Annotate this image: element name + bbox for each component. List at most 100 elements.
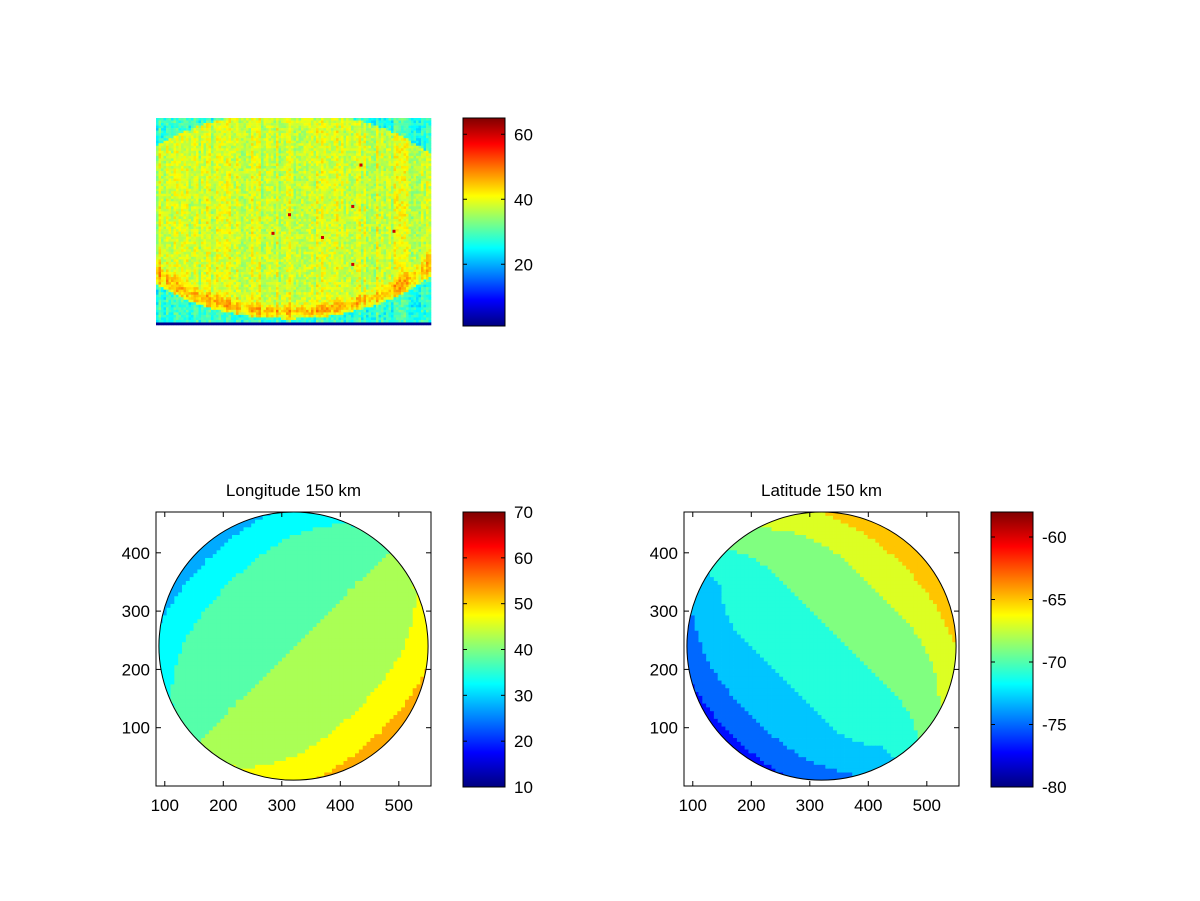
image-pixel bbox=[191, 188, 194, 192]
image-pixel bbox=[196, 183, 199, 187]
image-pixel bbox=[166, 178, 169, 182]
image-pixel bbox=[403, 198, 407, 202]
image-pixel bbox=[393, 171, 397, 174]
image-pixel bbox=[288, 143, 292, 147]
image-pixel bbox=[246, 178, 249, 182]
image-pixel bbox=[271, 168, 274, 172]
image-pixel bbox=[366, 153, 369, 157]
image-pixel bbox=[213, 196, 217, 200]
image-pixel bbox=[321, 143, 324, 147]
image-pixel bbox=[346, 165, 349, 169]
image-pixel bbox=[356, 158, 359, 162]
image-pixel bbox=[216, 203, 219, 207]
image-pixel bbox=[373, 198, 377, 202]
image-pixel bbox=[313, 165, 317, 169]
image-pixel bbox=[403, 148, 407, 152]
image-pixel bbox=[318, 208, 322, 212]
image-pixel bbox=[236, 213, 239, 217]
image-pixel bbox=[303, 140, 307, 144]
image-pixel bbox=[333, 213, 337, 217]
image-pixel bbox=[256, 163, 259, 167]
image-pixel bbox=[346, 178, 349, 182]
image-pixel bbox=[158, 231, 162, 235]
image-pixel bbox=[163, 120, 167, 124]
image-pixel bbox=[268, 118, 272, 121]
image-pixel bbox=[371, 150, 374, 154]
image-pixel bbox=[423, 160, 427, 164]
image-pixel bbox=[206, 188, 209, 192]
image-pixel bbox=[353, 216, 357, 220]
image-pixel bbox=[361, 218, 364, 222]
image-pixel bbox=[161, 118, 164, 121]
image-pixel bbox=[353, 208, 357, 212]
image-pixel bbox=[236, 148, 239, 152]
image-pixel bbox=[198, 176, 202, 179]
image-pixel bbox=[193, 135, 197, 139]
image-pixel bbox=[156, 138, 159, 142]
image-pixel bbox=[381, 150, 384, 154]
image-pixel bbox=[211, 186, 214, 189]
image-pixel bbox=[373, 143, 377, 147]
image-pixel bbox=[333, 163, 337, 167]
image-pixel bbox=[281, 188, 284, 192]
image-pixel bbox=[361, 143, 364, 147]
image-pixel bbox=[371, 218, 374, 222]
image-pixel bbox=[393, 143, 397, 147]
image-pixel bbox=[166, 140, 169, 144]
image-pixel bbox=[226, 193, 229, 197]
image-pixel bbox=[378, 140, 382, 144]
image-pixel bbox=[321, 213, 324, 217]
image-pixel bbox=[406, 196, 409, 200]
image-pixel bbox=[391, 193, 394, 197]
image-pixel bbox=[206, 203, 209, 207]
image-pixel bbox=[168, 183, 172, 187]
image-pixel bbox=[168, 181, 172, 184]
image-pixel bbox=[276, 201, 279, 205]
image-pixel bbox=[391, 216, 394, 220]
image-pixel bbox=[341, 140, 344, 144]
image-pixel bbox=[203, 158, 207, 162]
image-pixel bbox=[158, 216, 162, 220]
image-pixel bbox=[173, 218, 177, 222]
image-pixel bbox=[398, 150, 402, 154]
image-pixel bbox=[346, 208, 349, 212]
image-pixel bbox=[408, 153, 412, 157]
image-pixel bbox=[333, 176, 337, 179]
image-pixel bbox=[356, 196, 359, 200]
image-pixel bbox=[171, 193, 174, 197]
image-pixel bbox=[401, 168, 404, 172]
image-pixel bbox=[286, 186, 289, 189]
image-pixel bbox=[323, 138, 327, 142]
image-pixel bbox=[273, 173, 277, 177]
image-pixel bbox=[313, 143, 317, 147]
image-pixel bbox=[293, 171, 297, 174]
image-pixel bbox=[326, 213, 329, 217]
image-pixel bbox=[261, 213, 264, 217]
image-pixel bbox=[326, 193, 329, 197]
image-pixel bbox=[276, 140, 279, 144]
image-pixel bbox=[266, 125, 269, 129]
image-pixel bbox=[206, 173, 209, 177]
image-pixel bbox=[348, 138, 352, 142]
image-pixel bbox=[328, 191, 332, 195]
image-pixel bbox=[266, 123, 269, 126]
image-pixel bbox=[348, 186, 352, 189]
image-pixel bbox=[421, 218, 424, 222]
image-pixel bbox=[353, 133, 357, 136]
image-pixel bbox=[393, 186, 397, 189]
image-pixel bbox=[303, 173, 307, 177]
image-pixel bbox=[318, 211, 322, 215]
image-pixel bbox=[311, 150, 314, 154]
image-pixel bbox=[283, 155, 287, 159]
image-pixel bbox=[188, 218, 192, 222]
image-pixel bbox=[401, 153, 404, 157]
image-pixel bbox=[183, 135, 187, 139]
image-pixel bbox=[221, 118, 224, 121]
image-pixel bbox=[266, 229, 269, 232]
image-pixel bbox=[186, 191, 189, 195]
image-pixel bbox=[416, 201, 419, 205]
image-pixel bbox=[193, 160, 197, 164]
image-pixel bbox=[331, 188, 334, 192]
image-pixel bbox=[306, 140, 309, 144]
image-pixel bbox=[378, 130, 382, 134]
